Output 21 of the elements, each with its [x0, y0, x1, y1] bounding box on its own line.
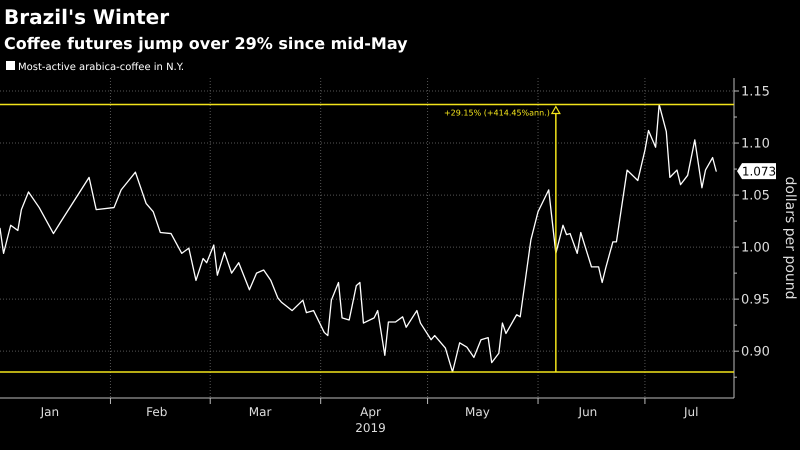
x-tick-label: Feb [146, 405, 168, 419]
text: 1.073 [742, 164, 776, 179]
line-series [0, 104, 717, 373]
chart-subtitle: Coffee futures jump over 29% since mid-May [4, 34, 408, 53]
x-axis-title: 2019 [355, 421, 386, 435]
y-tick-label: 1.10 [741, 136, 770, 152]
y-tick-label: 0.95 [741, 292, 770, 308]
x-tick-label: Jan [40, 405, 60, 419]
x-tick-label: May [465, 405, 490, 419]
y-tick-label: 1.00 [741, 240, 770, 256]
y-tick-label: 1.15 [741, 84, 770, 100]
y-axis-title: dollars per pound [782, 176, 798, 300]
legend-label: Most-active arabica-coffee in N.Y. [18, 62, 184, 73]
x-tick-label: Mar [248, 405, 272, 419]
x-tick-label: Apr [360, 405, 382, 419]
y-tick-label: 1.05 [741, 188, 770, 204]
annotation: +29.15% (+414.45%ann.) [444, 108, 550, 118]
y-tick-label: 0.90 [741, 344, 770, 360]
chart-title: Brazil's Winter [4, 5, 170, 29]
x-tick-label: Jul [683, 405, 698, 419]
x-tick-label: Jun [578, 405, 598, 419]
